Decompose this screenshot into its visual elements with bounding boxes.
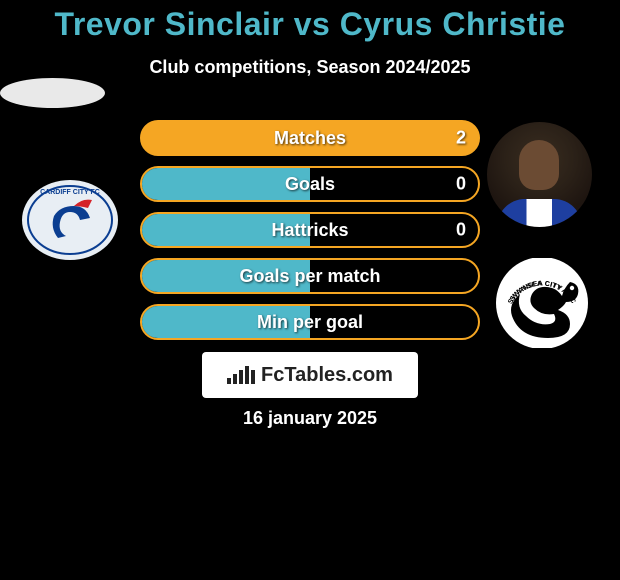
stat-label: Matches <box>274 128 346 149</box>
bar-chart-icon <box>227 366 255 384</box>
svg-text:CARDIFF CITY FC: CARDIFF CITY FC <box>40 189 100 196</box>
left-club-badge: CARDIFF CITY FC <box>20 178 120 263</box>
face-shape <box>519 140 559 190</box>
shirt-shape <box>497 199 582 227</box>
stat-value-right: 0 <box>456 220 466 241</box>
stat-label: Hattricks <box>271 220 348 241</box>
page-title: Trevor Sinclair vs Cyrus Christie <box>0 0 620 43</box>
stat-row-matches: Matches 2 <box>140 120 480 156</box>
bar <box>239 370 243 384</box>
stats-container: Matches 2 Goals 0 Hattricks 0 Goals per … <box>140 120 480 350</box>
right-club-badge: SWANSEA CITY AFC SWANSEA CITY AFC <box>492 258 592 343</box>
stat-row-goals-per-match: Goals per match <box>140 258 480 294</box>
bar <box>245 366 249 384</box>
stat-label: Goals per match <box>239 266 380 287</box>
stat-row-min-per-goal: Min per goal <box>140 304 480 340</box>
stat-value-right: 0 <box>456 174 466 195</box>
stat-row-hattricks: Hattricks 0 <box>140 212 480 248</box>
brand-text: FcTables.com <box>261 364 393 387</box>
brand-box: FcTables.com <box>202 352 418 398</box>
bar <box>251 370 255 384</box>
stat-label: Goals <box>285 174 335 195</box>
date-text: 16 january 2025 <box>0 408 620 429</box>
bar <box>233 374 237 384</box>
left-player-photo <box>0 78 105 108</box>
subtitle: Club competitions, Season 2024/2025 <box>0 57 620 78</box>
stat-row-goals: Goals 0 <box>140 166 480 202</box>
stat-value-right: 2 <box>456 128 466 149</box>
right-player-photo <box>487 122 592 227</box>
bar <box>227 378 231 384</box>
stat-label: Min per goal <box>257 312 363 333</box>
